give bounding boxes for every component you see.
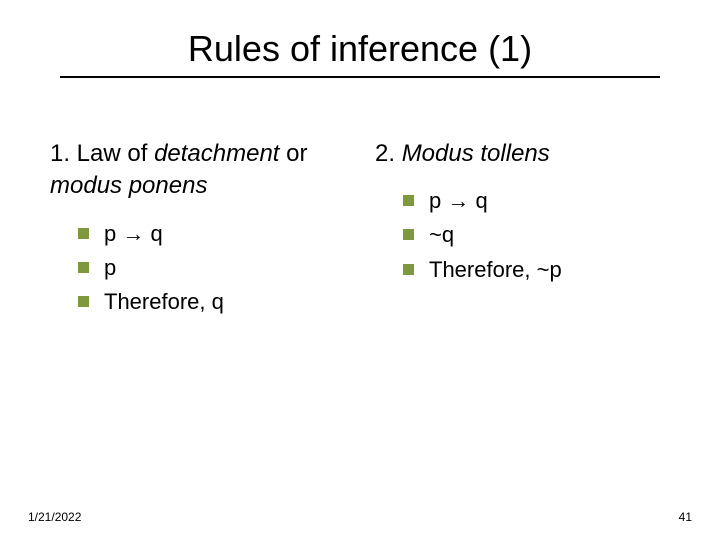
right-plain1 [395, 140, 402, 167]
slide-title: Rules of inference (1) [188, 28, 532, 70]
content-area: 1. Law of detachment or modus ponens p →… [0, 78, 720, 319]
list-item: p → q [403, 184, 670, 218]
left-heading: 1. Law of detachment or modus ponens [50, 138, 345, 203]
list-item: Therefore, q [78, 285, 345, 319]
right-heading: 2. Modus tollens [375, 138, 670, 170]
title-block: Rules of inference (1) [0, 0, 720, 70]
right-bullets: p → q ~q Therefore, ~p [403, 184, 670, 286]
footer-date: 1/21/2022 [28, 510, 81, 524]
left-column: 1. Law of detachment or modus ponens p →… [50, 138, 345, 319]
right-italic1: Modus tollens [402, 140, 550, 167]
left-plain2: or [279, 140, 307, 167]
slide: Rules of inference (1) 1. Law of detachm… [0, 0, 720, 540]
list-item: p → q [78, 217, 345, 251]
list-item: p [78, 251, 345, 285]
bullet-text: p → q [429, 188, 488, 213]
footer-page: 41 [679, 510, 692, 524]
left-bullets: p → q p Therefore, q [78, 217, 345, 319]
bullet-text: Therefore, ~p [429, 257, 562, 282]
list-item: ~q [403, 218, 670, 252]
bullet-text: p [104, 255, 116, 280]
bullet-text: Therefore, q [104, 289, 224, 314]
bullet-text: ~q [429, 222, 454, 247]
left-index: 1. [50, 140, 70, 167]
bullet-text: p → q [104, 221, 163, 246]
list-item: Therefore, ~p [403, 253, 670, 287]
right-column: 2. Modus tollens p → q ~q Therefore, ~p [375, 138, 670, 319]
right-index: 2. [375, 140, 395, 167]
left-italic2: modus ponens [50, 172, 207, 199]
left-plain1: Law of [70, 140, 154, 167]
left-italic1: detachment [154, 140, 279, 167]
